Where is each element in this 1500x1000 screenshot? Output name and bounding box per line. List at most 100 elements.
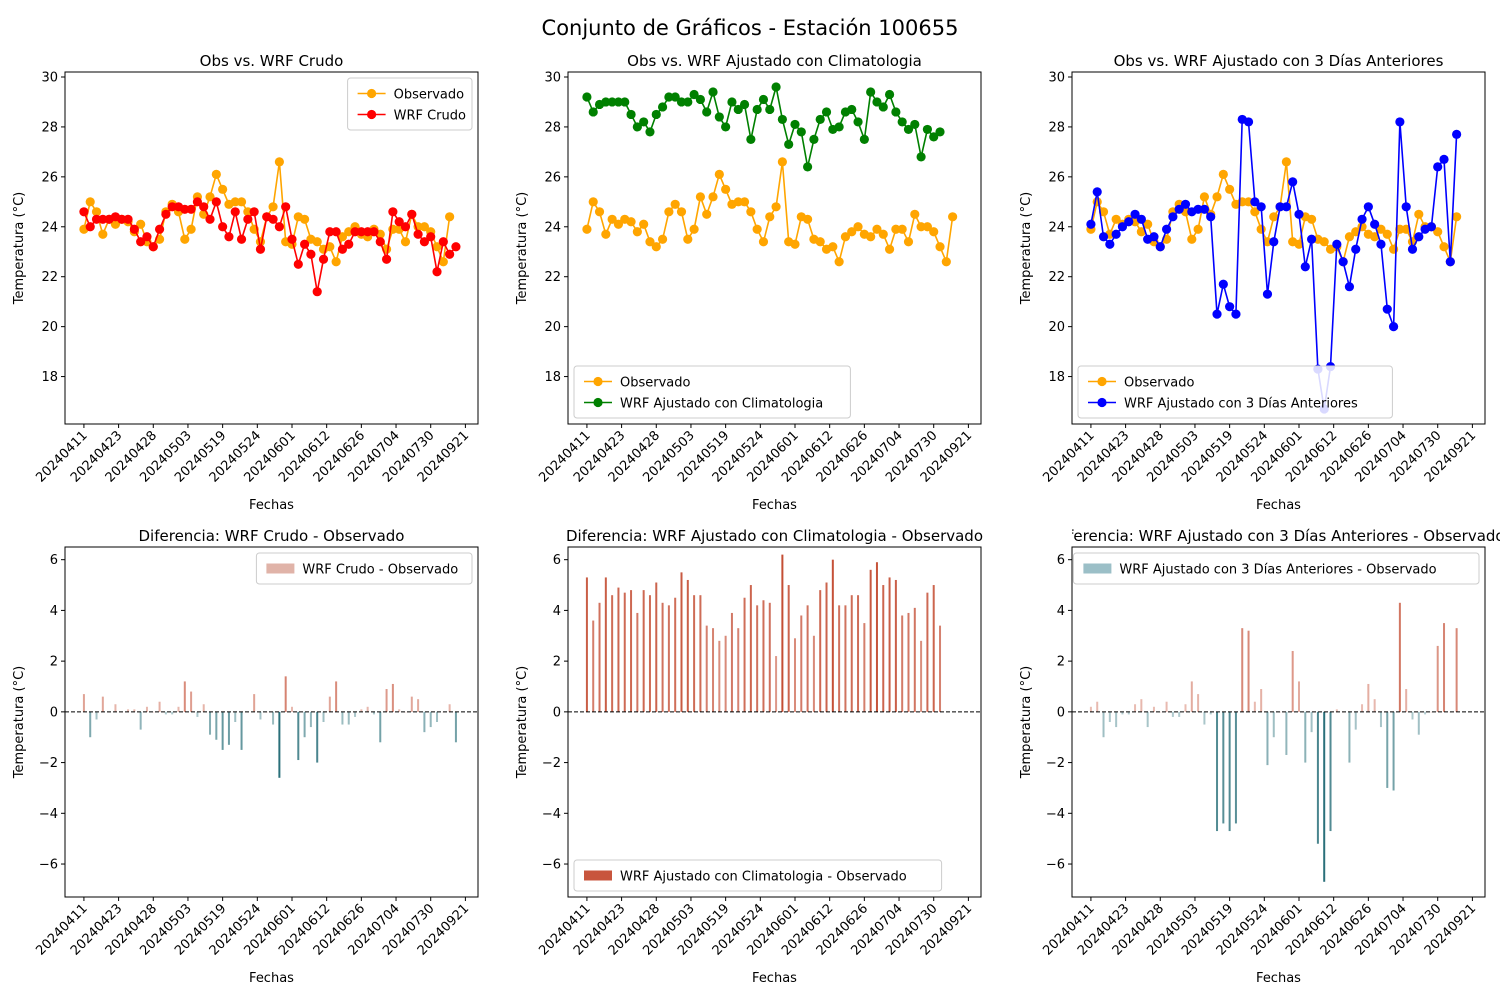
y-tick-label: −4 (1046, 807, 1065, 822)
bar (857, 595, 860, 712)
data-point (746, 207, 756, 217)
data-point (613, 219, 624, 229)
bar (398, 709, 401, 712)
y-tick-label: 4 (1057, 604, 1065, 619)
y-tick-label: 22 (41, 270, 58, 285)
bar (145, 706, 148, 712)
data-point (632, 227, 642, 237)
data-point (727, 97, 737, 107)
data-point (142, 232, 152, 242)
y-tick-label: 26 (41, 170, 58, 185)
bar (724, 635, 727, 712)
data-point (1218, 279, 1228, 289)
data-point (1426, 222, 1437, 232)
data-point (1388, 322, 1399, 332)
data-point (1206, 212, 1216, 222)
y-tick-label: 22 (1048, 270, 1065, 285)
bar (781, 554, 784, 712)
bar (642, 590, 645, 712)
bar (202, 704, 205, 712)
bar (793, 638, 796, 712)
data-point (721, 184, 731, 194)
data-point (866, 232, 876, 242)
data-point (746, 134, 756, 145)
data-point (645, 237, 655, 247)
bar (139, 711, 142, 730)
y-tick-label: 0 (50, 705, 58, 720)
data-point (582, 224, 592, 234)
data-point (79, 207, 89, 217)
data-point (1363, 202, 1373, 212)
data-point (1344, 282, 1355, 292)
data-point (828, 242, 838, 252)
legend-box (347, 77, 473, 131)
data-point (878, 229, 888, 239)
bar (309, 711, 312, 728)
data-point (161, 209, 171, 219)
data-point (350, 227, 360, 237)
legend-label: WRF Ajustado con 3 Días Anteriores (1124, 397, 1358, 412)
data-point (1395, 117, 1405, 127)
chart-p3: Obs vs. WRF Ajustado con 3 Días Anterior… (1019, 52, 1486, 513)
data-point (1243, 197, 1254, 207)
data-point (948, 212, 958, 222)
bar (1096, 701, 1099, 712)
data-point (613, 97, 624, 107)
bar (863, 623, 866, 712)
data-point (1117, 222, 1128, 232)
data-point (388, 207, 398, 217)
data-point (91, 214, 102, 224)
y-axis-label: Temperatura (°C) (12, 192, 27, 305)
data-point (1344, 232, 1355, 242)
bar (209, 711, 212, 735)
data-point (1161, 224, 1172, 234)
bar (1272, 711, 1275, 738)
data-point (721, 122, 731, 132)
data-point (312, 287, 322, 297)
data-point (1307, 234, 1317, 244)
bar (1411, 711, 1414, 720)
bar (196, 711, 199, 717)
data-point (363, 227, 373, 237)
data-point (903, 124, 914, 135)
data-point (281, 202, 291, 212)
data-point (1124, 217, 1134, 227)
data-point (205, 214, 215, 224)
data-point (1269, 212, 1279, 222)
data-point (1155, 242, 1165, 252)
legend-box (573, 859, 943, 892)
plot-frame (64, 546, 479, 898)
bar (89, 711, 92, 738)
data-point (777, 114, 787, 125)
bar (1209, 711, 1212, 715)
bar (1222, 711, 1225, 824)
data-point (1136, 227, 1146, 237)
data-point (205, 192, 215, 202)
bar (1398, 602, 1401, 712)
data-point (300, 239, 310, 249)
data-point (325, 227, 335, 237)
chart-title: Obs vs. WRF Ajustado con 3 Días Anterior… (1114, 52, 1444, 70)
bar (177, 706, 180, 712)
x-axis-label: Fechas (752, 971, 797, 986)
bar (1405, 689, 1408, 712)
y-tick-label: 30 (41, 70, 58, 85)
legend-label: WRF Ajustado con Climatologia (620, 397, 823, 412)
bar (221, 711, 224, 750)
data-point (859, 134, 869, 145)
legend-swatch (1083, 563, 1112, 574)
bar (133, 709, 136, 712)
data-point (916, 152, 926, 162)
data-point (733, 197, 743, 207)
y-tick-label: 18 (544, 370, 561, 385)
data-point (1187, 234, 1197, 244)
bar (190, 691, 193, 712)
bar (686, 579, 689, 712)
bar (1386, 711, 1389, 788)
data-point (1269, 237, 1279, 247)
bar (423, 711, 426, 733)
data-point (1445, 257, 1455, 267)
bar (366, 706, 369, 712)
bar (164, 711, 167, 715)
